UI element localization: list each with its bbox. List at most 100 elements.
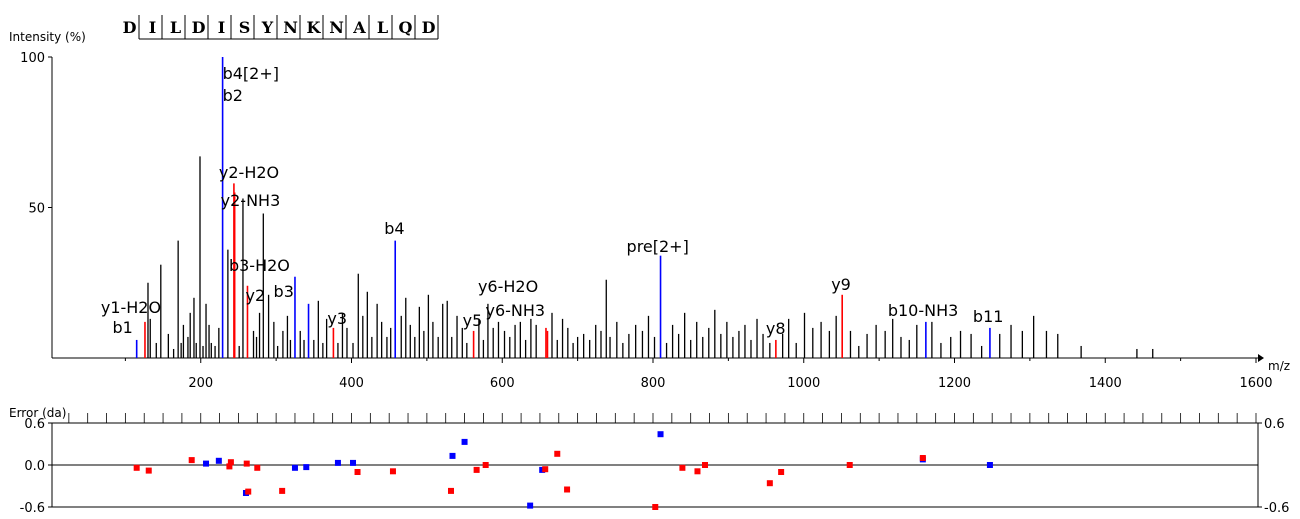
error-y-tick-label: -0.6 — [20, 501, 45, 516]
ion-label: pre[2+] — [627, 237, 689, 256]
error-point — [766, 480, 773, 487]
residue-letter: D — [192, 18, 206, 37]
sequence-residue: L — [162, 15, 186, 40]
x-tick-label: 1200 — [938, 376, 971, 391]
ion-label: b10-NH3 — [888, 301, 958, 320]
sequence-residue: D — [185, 15, 209, 40]
error-point — [334, 459, 341, 466]
error-axis-label: Error (da) — [9, 406, 66, 420]
error-point — [133, 464, 140, 471]
ion-label: y2 — [245, 286, 265, 305]
error-point — [449, 452, 456, 459]
y-axis-label: Intensity (%) — [9, 30, 86, 44]
error-point — [254, 464, 261, 471]
error-point — [291, 464, 298, 471]
unannotated-peaks — [147, 156, 1154, 358]
error-point — [461, 438, 468, 445]
error-point — [389, 468, 396, 475]
ion-label: y6-H2O — [478, 277, 538, 296]
error-point — [542, 466, 549, 473]
error-point — [846, 462, 853, 468]
error-point — [215, 457, 222, 464]
error-point — [527, 502, 534, 509]
residue-letter: K — [307, 18, 322, 37]
ion-label: b2 — [223, 86, 243, 105]
ion-label: b3 — [274, 282, 294, 301]
error-point — [919, 455, 926, 461]
sequence-residue: I — [208, 15, 232, 40]
ion-label: y8 — [766, 319, 786, 338]
x-axis-label: m/z — [1268, 359, 1290, 373]
error-point — [473, 466, 480, 473]
sequence-residue: K — [300, 15, 324, 40]
sequence-residue: Q — [392, 15, 416, 40]
sequence-residue: I — [139, 15, 163, 40]
residue-letter: Q — [399, 18, 413, 37]
y-ticks: 100 50 — [20, 51, 52, 217]
x-tick-label: 1400 — [1089, 376, 1122, 391]
ion-label: y9 — [831, 275, 851, 294]
residue-letter: L — [377, 18, 388, 37]
x-tick-label: 600 — [490, 376, 515, 391]
residue-letter: Y — [261, 18, 274, 37]
x-tick-label: 800 — [641, 376, 666, 391]
error-right-tick-label: -0.6 — [1264, 501, 1289, 516]
ion-label: y6-NH3 — [485, 301, 545, 320]
error-point — [679, 464, 686, 471]
sequence-residue: N — [323, 15, 347, 40]
error-y-ticks: 0.6 0.0 -0.6 0.6 -0.6 — [20, 417, 1290, 516]
error-point — [447, 487, 454, 494]
error-right-tick-label: 0.6 — [1264, 417, 1285, 432]
residue-letter: L — [170, 18, 181, 37]
error-panel: Error (da) 0.6 0.0 -0.6 0.6 -0.6 — [9, 406, 1289, 516]
error-point — [227, 459, 234, 466]
error-point — [279, 487, 286, 494]
error-point — [226, 463, 233, 470]
x-tick-label: 200 — [188, 376, 213, 391]
ion-label: b4[2+] — [223, 64, 279, 83]
sequence-residue: A — [346, 15, 370, 40]
error-point — [145, 467, 152, 474]
error-point — [986, 462, 993, 468]
ion-label: y1-H2O — [101, 298, 161, 317]
ion-label: b1 — [113, 318, 133, 337]
error-point — [188, 457, 195, 464]
error-point — [350, 459, 357, 466]
error-point — [652, 504, 659, 510]
residue-letter: D — [123, 18, 137, 37]
residue-letter: D — [422, 18, 436, 37]
error-point — [694, 468, 701, 475]
sequence-residue: S — [231, 15, 255, 40]
error-point — [243, 460, 250, 467]
residue-letter: I — [149, 18, 156, 37]
residue-letter: I — [218, 18, 225, 37]
residue-letter: N — [329, 18, 344, 37]
error-point — [564, 486, 571, 493]
error-points — [133, 431, 993, 510]
y-tick-label: 50 — [28, 202, 45, 217]
x-tick-label: 1600 — [1239, 376, 1272, 391]
error-point — [554, 450, 561, 457]
y-tick-label: 100 — [20, 51, 45, 66]
residue-letter: S — [239, 18, 251, 37]
sequence-residue: Y — [254, 15, 278, 40]
sequence-residue: D — [123, 15, 140, 39]
sequence-residue: D — [415, 15, 439, 40]
error-point — [303, 464, 310, 471]
ion-label: b11 — [973, 307, 1004, 326]
error-point — [354, 469, 361, 475]
error-point — [482, 462, 489, 468]
ion-label: y3 — [327, 309, 347, 328]
annotated-peaks — [135, 57, 991, 358]
ion-label: y5 — [463, 311, 483, 330]
error-y-tick-label: 0.0 — [24, 459, 45, 474]
error-point — [245, 488, 252, 495]
sequence-residue: L — [369, 15, 393, 40]
error-point — [702, 462, 709, 468]
error-ruler-ticks — [68, 413, 1257, 423]
x-tick-label: 1000 — [787, 376, 820, 391]
sequence-residue: N — [277, 15, 301, 40]
